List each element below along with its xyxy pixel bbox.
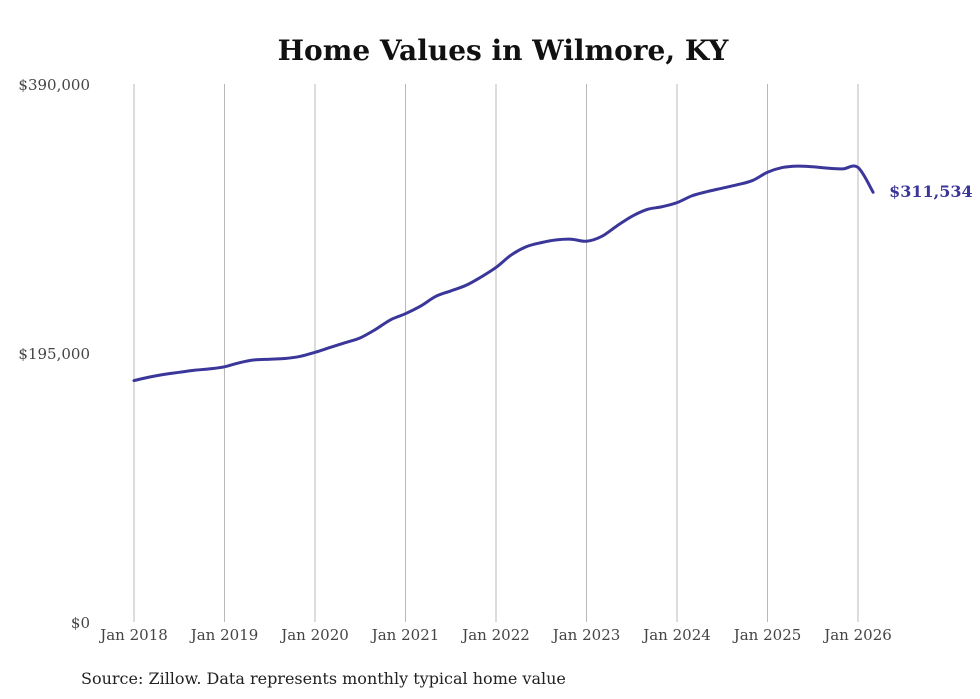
series-layer: $311,534: [132, 164, 973, 383]
chart-title: Home Values in Wilmore, KY: [278, 34, 730, 67]
y-axis-ticks: $0 $195,000 $390,000: [18, 76, 90, 632]
x-tick-label: Jan 2025: [732, 626, 802, 644]
gridlines: [133, 84, 859, 622]
x-tick-label: Jan 2022: [460, 626, 530, 644]
y-tick-label: $0: [71, 614, 90, 632]
x-tick-label: Jan 2024: [641, 626, 711, 644]
x-tick-label: Jan 2020: [279, 626, 349, 644]
y-tick-label: $195,000: [18, 345, 90, 363]
x-tick-label: Jan 2018: [98, 626, 168, 644]
x-tick-label: Jan 2021: [370, 626, 440, 644]
x-axis-ticks: Jan 2018 Jan 2019 Jan 2020 Jan 2021 Jan 2022…: [98, 626, 892, 644]
end-value-label: $311,534: [889, 182, 973, 201]
x-tick-label: Jan 2026: [822, 626, 892, 644]
x-tick-label: Jan 2019: [189, 626, 259, 644]
x-tick-label: Jan 2023: [551, 626, 621, 644]
source-note: Source: Zillow. Data represents monthly …: [81, 669, 566, 688]
y-tick-label: $390,000: [18, 76, 90, 94]
series-line: [132, 164, 875, 383]
